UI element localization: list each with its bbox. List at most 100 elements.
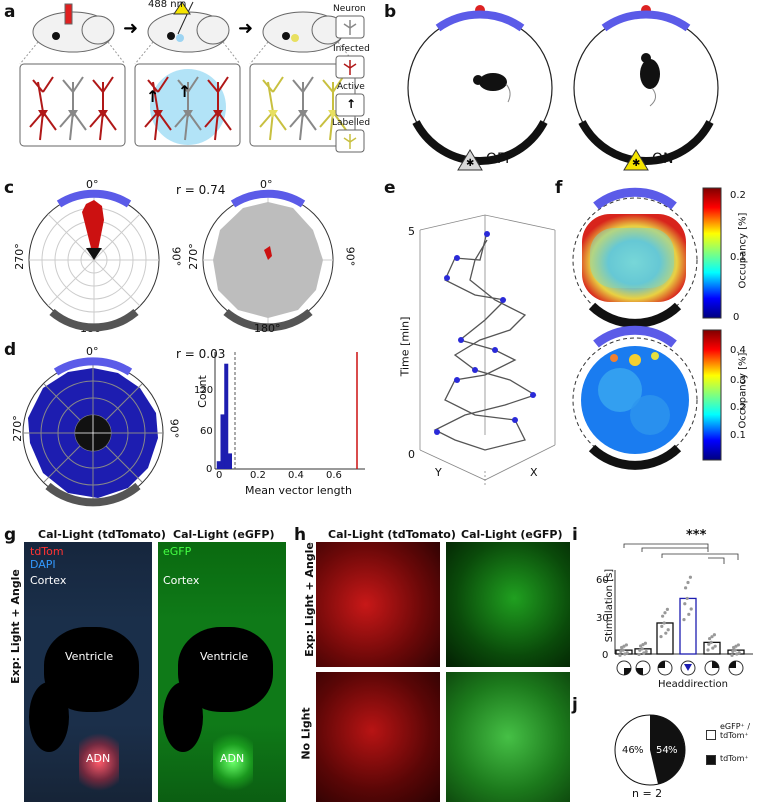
g-ventricle-right: Ventricle [200,650,249,663]
arena-on [573,5,719,165]
data-point [618,653,622,657]
data-point [659,634,663,639]
data-point [637,652,641,657]
j-legend-box-white [706,730,716,740]
g-cortex-left: Cortex [30,574,67,587]
bar-3 [656,622,674,655]
g-title-left: Cal-Light (tdTomato) [38,528,166,541]
j-legend-1: eGFP⁺ / tdTom⁺ [720,722,751,740]
e-ylabel: Time [min] [398,316,412,377]
data-point [665,607,669,611]
svg-text:✱: ✱ [632,158,640,169]
data-point [639,644,643,648]
proportion-pie [614,714,686,786]
data-point [682,618,686,622]
data-point [625,651,629,655]
panel-i-label: i [572,525,578,545]
data-point [622,644,626,648]
g-ventricle-left: Ventricle [65,650,114,663]
j-pct-left-sign: % [634,745,644,756]
svg-text:➜: ➜ [238,18,253,39]
g-image-left [24,542,152,802]
h-row1-label: Exp: Light + Angle [302,542,316,657]
occupancy-map-bottom [572,325,698,470]
data-point [711,646,715,650]
legend-infected: Infected [333,44,370,54]
c2-angle-bottom: 180° [254,322,281,335]
brain-2 [147,1,230,53]
hist-bar [216,461,221,469]
panel-a-label: a [4,2,16,22]
data-point [621,648,625,652]
data-point [624,643,628,647]
j-legend-2: tdTom⁺ [720,754,749,763]
panel-d-label: d [4,340,17,360]
trajectory-3d-plot [419,214,556,485]
h-image-bl [316,672,440,802]
svg-text:➜: ➜ [123,18,138,39]
data-point [710,635,714,639]
data-point [660,624,664,628]
data-point [712,633,716,637]
data-point [689,607,693,611]
c-angle-right: 90° [169,246,183,267]
data-point [713,644,717,648]
i-ytick-60: 60 [596,575,609,586]
hist-xtick-04: 0.4 [288,470,304,481]
d-angle-top: 0° [86,345,99,358]
data-point [733,648,737,652]
data-point [640,647,644,651]
data-point [641,643,645,647]
c-r-value: r = 0.74 [176,183,226,197]
h-title-left: Cal-Light (tdTomato) [328,528,456,541]
bar-4 [679,597,697,655]
data-point [661,614,665,618]
c-angle-top: 0° [86,178,99,191]
panel-c-label: c [4,178,15,198]
hist-xtick-02: 0.2 [250,470,266,481]
cbar-bot-tick-04: 0.4 [730,345,746,356]
vector-length-histogram [214,352,365,470]
data-point [737,651,741,655]
svg-text:✱: ✱ [466,158,474,169]
panel-h-label: h [294,525,307,545]
h-image-tr [446,542,570,667]
g-side-label: Exp: Light + Angle [8,569,22,684]
d-r-value: r = 0.03 [176,347,226,361]
i-xlabel: Headdirection [658,679,728,690]
headdirection-icons [616,660,744,676]
hist-xlabel: Mean vector length [245,484,352,497]
g-adn-left: ADN [86,752,111,765]
h-image-tl [316,542,440,667]
legend-active: Active [337,82,365,92]
on-label: ON [652,151,674,167]
c2-angle-left: 270° [186,243,200,270]
data-point [735,652,739,656]
data-point [644,650,648,654]
panel-a-legend: ↑ [335,15,365,153]
polar-plot-d [22,357,164,507]
off-label: OFF [486,151,514,167]
data-point [687,612,691,616]
j-pct-right: 54 [656,745,669,756]
data-point [620,645,624,650]
g-title-right: Cal-Light (eGFP) [173,528,275,541]
h-title-right: Cal-Light (eGFP) [461,528,563,541]
data-point [619,649,623,654]
hist-ytick-0: 0 [206,464,213,475]
hist-ytick-60: 60 [200,426,213,437]
hist-bar [220,414,225,469]
colorbar-top [702,187,722,319]
cbar-bot-tick-02: 0.2 [730,402,746,413]
data-point [643,641,647,645]
data-point [731,649,735,654]
e-tick-0: 0 [408,448,415,461]
data-point [707,642,711,646]
hist-bar [228,453,232,469]
c2-angle-top: 0° [260,178,273,191]
data-point [688,575,692,579]
cbar-top-label: Occupancy [%] [737,212,749,289]
e-tick-5: 5 [408,225,415,238]
data-point [736,643,740,647]
panel-b-arenas: ✱ ✱ [407,5,719,171]
